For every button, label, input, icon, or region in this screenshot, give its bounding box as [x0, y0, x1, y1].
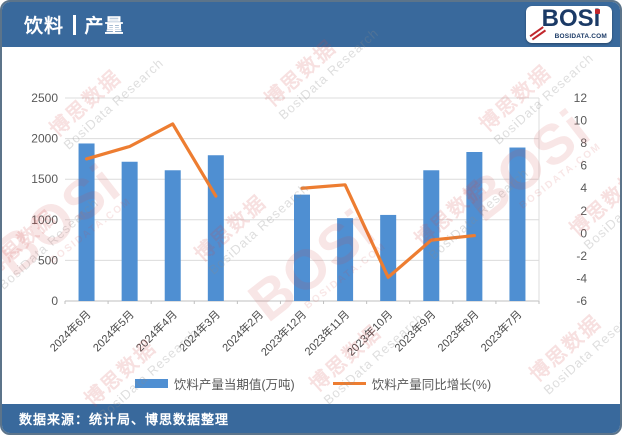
chart-area: 0 500 1000 1500 2000 2500 12 10 8 6 4 2 0 -2 -4 -6 2024年… [2, 47, 620, 406]
bar [380, 214, 397, 301]
bar-swatch-icon [134, 379, 168, 388]
x-category-label: 2024年6月 [47, 307, 94, 354]
line-series [84, 122, 218, 198]
line-series [300, 183, 476, 279]
page-title: 饮料 产量 [24, 11, 125, 38]
left-axis-label: 1500 [31, 172, 58, 186]
x-category-label: 2023年9月 [391, 307, 438, 354]
legend-bar-label: 饮料产量当期值(万吨) [173, 378, 295, 392]
line-swatch-icon [332, 382, 366, 385]
x-category-label: 2023年8月 [434, 307, 481, 354]
right-axis-label: -6 [576, 294, 587, 308]
x-category-label: 2023年10月 [344, 307, 395, 358]
left-axis-label: 2000 [31, 132, 58, 146]
bar [466, 151, 483, 301]
bar [207, 155, 224, 301]
title-separator [73, 14, 76, 35]
footer: 数据来源：统计局、博思数据整理 [2, 404, 620, 433]
chart-svg: 0 500 1000 1500 2000 2500 12 10 8 6 4 2 0 -2 -4 -6 2024年… [31, 91, 588, 359]
right-axis-label: 6 [580, 159, 587, 173]
right-axis-label: 0 [580, 226, 587, 240]
logo-wordmark: BOSi [541, 5, 601, 32]
right-axis-label: 8 [580, 136, 587, 150]
data-source-text: 数据来源：统计局、博思数据整理 [19, 412, 230, 427]
x-category-label: 2024年4月 [133, 307, 180, 354]
left-axis-label: 0 [51, 294, 58, 308]
x-category-label: 2024年2月 [219, 307, 266, 354]
right-axis-label: 10 [574, 114, 588, 128]
bar [423, 170, 440, 301]
x-category-label: 2023年12月 [258, 307, 309, 358]
x-category-label: 2023年7月 [477, 307, 524, 354]
left-axis-label: 1000 [31, 213, 58, 227]
title-category: 饮料 [24, 16, 65, 37]
logo-domain: BOSIDATA.COM [554, 33, 607, 40]
right-axis-label: -2 [576, 249, 587, 263]
bar [509, 147, 526, 301]
bosi-logo: BOSi BOSIDATA.COM [526, 6, 612, 43]
x-category-label: 2024年5月 [90, 307, 137, 354]
legend-item-line: 饮料产量同比增长(%) [332, 374, 492, 393]
bar [294, 194, 310, 301]
header: 饮料 产量 BOSi BOSIDATA.COM [2, 2, 620, 47]
right-axis-label: 2 [580, 204, 587, 218]
x-category-label: 2024年3月 [176, 307, 223, 354]
legend-item-bar: 饮料产量当期值(万吨) [134, 374, 295, 393]
right-axis-label: -4 [576, 271, 587, 285]
bar [78, 143, 95, 301]
title-metric: 产量 [84, 16, 125, 37]
left-axis-label: 500 [38, 253, 58, 267]
bar [337, 218, 354, 301]
bar [121, 161, 138, 301]
chart-legend: 饮料产量当期值(万吨) 饮料产量同比增长(%) [2, 374, 620, 393]
bar [164, 170, 181, 301]
legend-line-label: 饮料产量同比增长(%) [371, 378, 492, 392]
right-axis-label: 4 [580, 181, 587, 195]
logo-i-dot-icon [595, 9, 600, 14]
left-axis-label: 2500 [31, 91, 58, 105]
right-axis-label: 12 [574, 91, 588, 105]
